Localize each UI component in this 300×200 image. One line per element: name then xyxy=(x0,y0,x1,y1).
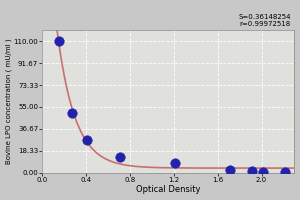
Point xyxy=(56,40,61,43)
Text: S=0.36148254
r=0.99972518: S=0.36148254 r=0.99972518 xyxy=(238,14,291,27)
Point xyxy=(118,155,123,159)
Point xyxy=(260,170,265,173)
Point xyxy=(282,170,287,174)
Point xyxy=(227,168,232,171)
Point xyxy=(85,138,90,141)
Point xyxy=(172,161,177,165)
Point xyxy=(70,111,74,115)
Y-axis label: Bovine LPO concentration ( mU/ml ): Bovine LPO concentration ( mU/ml ) xyxy=(6,38,12,164)
X-axis label: Optical Density: Optical Density xyxy=(136,185,201,194)
Point xyxy=(249,169,254,172)
